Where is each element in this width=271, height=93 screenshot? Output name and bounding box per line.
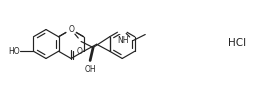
Text: HO: HO <box>8 47 20 56</box>
Circle shape <box>66 25 76 34</box>
Text: OH: OH <box>84 65 96 74</box>
Text: NH: NH <box>118 36 129 44</box>
Text: O: O <box>77 46 82 56</box>
Circle shape <box>118 25 127 34</box>
Text: HCl: HCl <box>228 38 246 48</box>
Text: O: O <box>68 25 74 34</box>
